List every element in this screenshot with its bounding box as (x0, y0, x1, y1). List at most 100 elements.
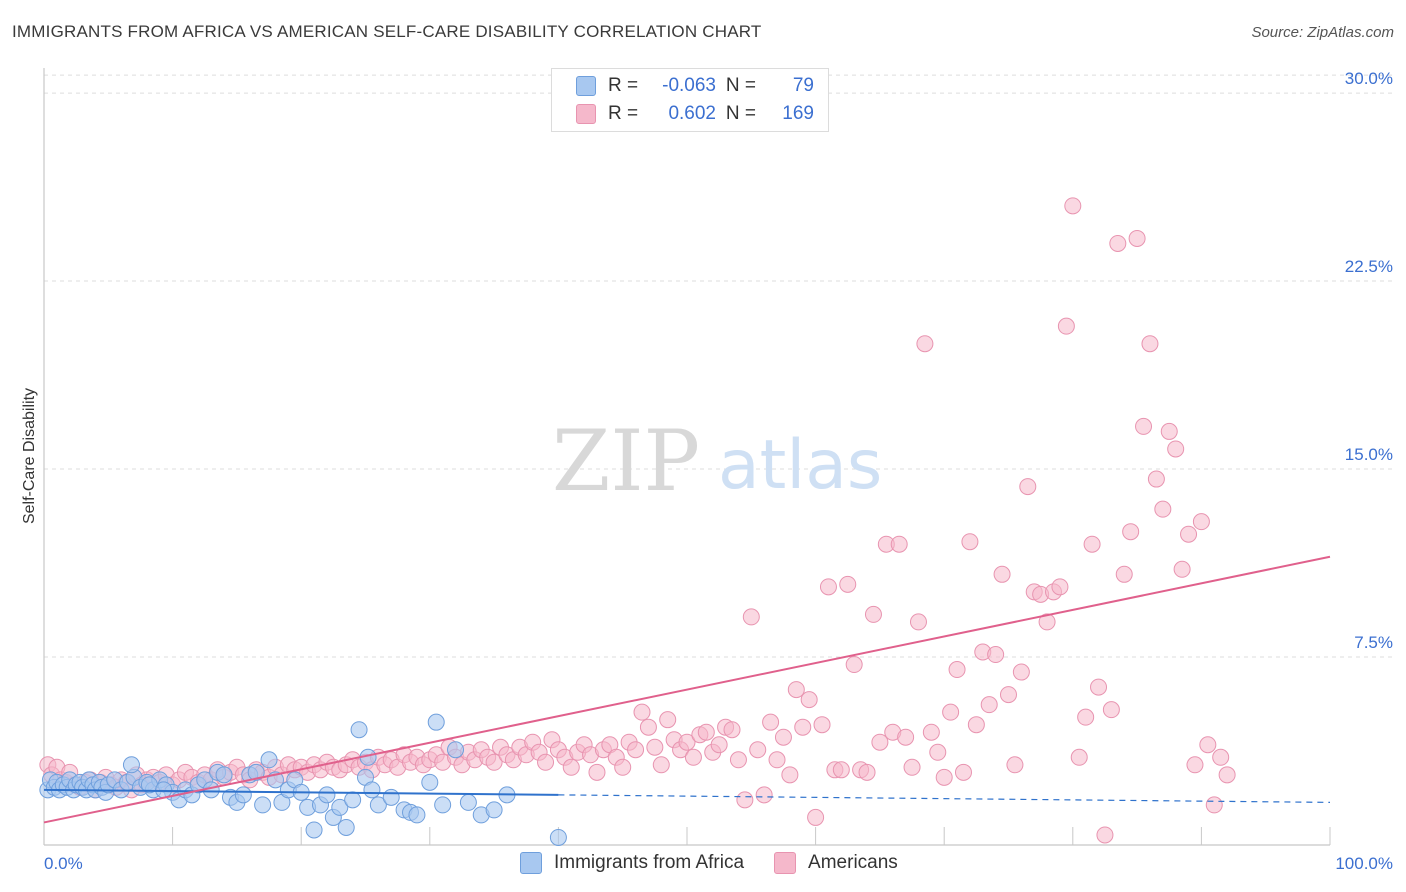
americans-trend-line (43, 555, 1331, 824)
americans-point (1205, 796, 1223, 814)
africa-point (408, 806, 426, 824)
africa-trend-line (43, 788, 559, 796)
americans-point (697, 723, 715, 741)
americans-point (1160, 422, 1178, 440)
africa-trend-extension (558, 794, 1331, 803)
series-swatch-africa (520, 852, 542, 874)
africa-point (344, 791, 362, 809)
americans-point (954, 763, 972, 781)
americans-point (987, 646, 1005, 664)
americans-point (749, 741, 767, 759)
americans-point (762, 713, 780, 731)
americans-point (1128, 229, 1146, 247)
legend-r-value: 0.602 (668, 103, 716, 124)
africa-point (485, 801, 503, 819)
africa-point (421, 773, 439, 791)
americans-point (1135, 417, 1153, 435)
americans-point (588, 763, 606, 781)
americans-point (890, 535, 908, 553)
legend-r-value: -0.063 (662, 75, 716, 96)
americans-point (787, 681, 805, 699)
trend-lines (43, 555, 1331, 824)
africa-point (305, 821, 323, 839)
americans-point (678, 733, 696, 751)
legend-n-label: N = (725, 75, 756, 96)
y-tick-label: 22.5% (1345, 257, 1393, 276)
x-tick-labels: 0.0% 100.0% (44, 854, 1393, 873)
africa-point (427, 713, 445, 731)
legend-swatch-africa (576, 76, 596, 96)
americans-point (1019, 478, 1037, 496)
americans-point (1173, 560, 1191, 578)
americans-point (1064, 197, 1082, 215)
americans-point (684, 748, 702, 766)
africa-point (459, 793, 477, 811)
americans-point (839, 575, 857, 593)
americans-point (639, 718, 657, 736)
x-tick-label: 100.0% (1335, 854, 1393, 873)
americans-point (1212, 748, 1230, 766)
africa-point (155, 781, 173, 799)
series-legend-africa[interactable]: Immigrants from Africa (520, 852, 744, 874)
legend-row-africa: R = -0.063 N = 79 (576, 73, 814, 99)
legend-r-label: R = (608, 75, 639, 96)
source-credit: Source: ZipAtlas.com (1251, 24, 1394, 41)
series-legend-americans[interactable]: Americans (774, 852, 898, 874)
americans-point (929, 743, 947, 761)
americans-point (742, 608, 760, 626)
americans-point (903, 758, 921, 776)
americans-point (1070, 748, 1088, 766)
americans-point (646, 738, 664, 756)
americans-point (1115, 565, 1133, 583)
americans-point (710, 736, 728, 754)
americans-point (935, 768, 953, 786)
americans-point (781, 766, 799, 784)
watermark-zip: ZIP (552, 412, 700, 510)
americans-point (832, 761, 850, 779)
americans-point (1154, 500, 1172, 518)
y-tick-labels: 7.5% 15.0% 22.5% 30.0% (1345, 69, 1393, 652)
africa-point (254, 796, 272, 814)
americans-point (1186, 756, 1204, 774)
americans-point (1147, 470, 1165, 488)
americans-point (1057, 317, 1075, 335)
chart-title: IMMIGRANTS FROM AFRICA VS AMERICAN SELF-… (12, 22, 762, 41)
americans-point (967, 716, 985, 734)
americans-point (1102, 701, 1120, 719)
americans-point (922, 723, 940, 741)
americans-point (800, 691, 818, 709)
africa-point (337, 818, 355, 836)
africa-point (382, 788, 400, 806)
americans-point (909, 613, 927, 631)
americans-point (1180, 525, 1198, 543)
americans-point (916, 335, 934, 353)
americans-point (897, 728, 915, 746)
legend-n-value: 169 (782, 103, 814, 124)
africa-point (247, 763, 265, 781)
correlation-legend: R = -0.063 N = 79 R = 0.602 N = 169 (551, 68, 829, 132)
africa-point (215, 766, 233, 784)
americans-point (819, 578, 837, 596)
americans-point (627, 741, 645, 759)
series-swatch-americans (774, 852, 797, 874)
legend-row-americans: R = 0.602 N = 169 (576, 101, 814, 127)
watermark: ZIP atlas (552, 412, 882, 510)
africa-point (234, 786, 252, 804)
africa-point (350, 721, 368, 739)
americans-point (768, 751, 786, 769)
americans-point (1192, 513, 1210, 531)
americans-point (1122, 523, 1140, 541)
americans-point (736, 791, 754, 809)
watermark-atlas: atlas (718, 426, 882, 505)
americans-point (537, 753, 555, 771)
americans-point (1006, 756, 1024, 774)
series-legend: Immigrants from Africa Americans (520, 852, 928, 874)
americans-point (633, 703, 651, 721)
americans-point (871, 733, 889, 751)
legend-n-label: N = (725, 103, 756, 124)
americans-point (1218, 766, 1236, 784)
americans-point (1000, 686, 1017, 704)
americans-point (864, 605, 882, 623)
americans-point (1077, 708, 1095, 726)
